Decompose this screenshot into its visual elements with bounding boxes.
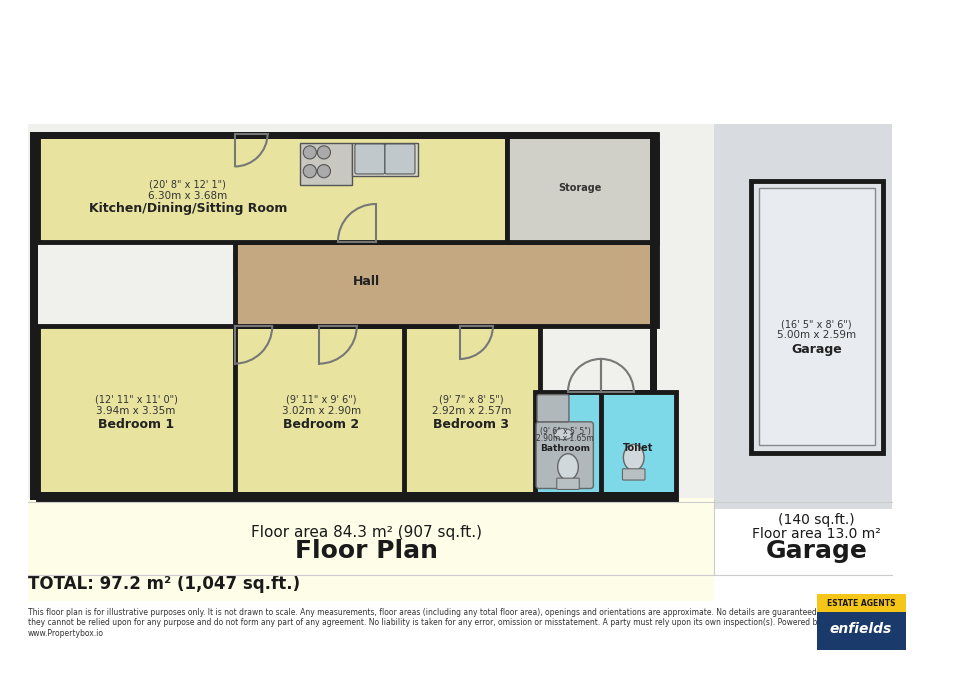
Text: (9' 7" x 8' 5"): (9' 7" x 8' 5") [439, 395, 504, 404]
Text: Garage: Garage [765, 539, 867, 563]
Text: (16' 5" x 8' 6"): (16' 5" x 8' 6") [781, 319, 853, 329]
Text: (20' 8" x 12' 1"): (20' 8" x 12' 1") [149, 179, 226, 189]
Text: Bedroom 3: Bedroom 3 [433, 418, 510, 431]
Bar [713, 124, 892, 509]
Ellipse shape [554, 428, 572, 440]
Bar [507, 143, 658, 242]
Text: Floor area 13.0 m²: Floor area 13.0 m² [753, 527, 881, 540]
Text: enfields: enfields [248, 286, 485, 338]
Text: (12' 11" x 11' 0"): (12' 11" x 11' 0") [95, 395, 177, 404]
Text: Storage: Storage [559, 183, 602, 193]
Text: Toilet: Toilet [623, 443, 654, 453]
Circle shape [318, 164, 330, 177]
Bar [535, 392, 648, 500]
Text: enfields: enfields [830, 622, 892, 636]
Circle shape [318, 146, 330, 159]
Bar [816, 594, 906, 612]
Text: ESTATE AGENTS: ESTATE AGENTS [230, 251, 502, 279]
Text: (9' 11" x 9' 6"): (9' 11" x 9' 6") [286, 395, 357, 404]
FancyBboxPatch shape [537, 395, 569, 422]
Text: Garage: Garage [792, 343, 842, 356]
FancyBboxPatch shape [355, 144, 385, 174]
Bar [235, 326, 409, 500]
FancyBboxPatch shape [622, 469, 645, 480]
Circle shape [303, 164, 317, 177]
FancyBboxPatch shape [557, 478, 579, 489]
Bar [816, 594, 906, 650]
Bar [751, 181, 883, 453]
Bar [30, 132, 37, 500]
Bar [650, 132, 658, 392]
Text: 6.30m x 3.68m: 6.30m x 3.68m [148, 190, 227, 201]
Bar [30, 132, 658, 139]
Text: Hall: Hall [353, 275, 379, 288]
Bar [37, 134, 507, 242]
Bar [404, 326, 540, 500]
Bar [759, 188, 875, 445]
Bar [601, 392, 676, 500]
Text: (140 sq.ft.): (140 sq.ft.) [778, 514, 856, 527]
Circle shape [303, 146, 317, 159]
Text: ESTATE AGENTS: ESTATE AGENTS [827, 599, 895, 608]
Text: (9' 6" x 5' 5"): (9' 6" x 5' 5") [540, 427, 591, 436]
Bar [28, 124, 713, 509]
Bar [235, 242, 658, 326]
Bar [352, 143, 417, 176]
Text: Kitchen/Dining/Sitting Room: Kitchen/Dining/Sitting Room [88, 202, 287, 215]
Text: Bedroom 2: Bedroom 2 [283, 418, 359, 431]
Text: 2.92m x 2.57m: 2.92m x 2.57m [431, 406, 511, 416]
Text: 3.94m x 3.35m: 3.94m x 3.35m [96, 406, 175, 416]
Text: TOTAL: 97.2 m² (1,047 sq.ft.): TOTAL: 97.2 m² (1,047 sq.ft.) [28, 575, 300, 593]
Text: 3.02m x 2.90m: 3.02m x 2.90m [281, 406, 361, 416]
FancyBboxPatch shape [385, 144, 415, 174]
Bar [37, 326, 239, 500]
Text: This floor plan is for illustrative purposes only. It is not drawn to scale. Any: This floor plan is for illustrative purp… [28, 608, 822, 638]
Text: Bedroom 1: Bedroom 1 [98, 418, 174, 431]
Bar [301, 143, 352, 185]
FancyBboxPatch shape [536, 422, 593, 488]
Text: Bathroom: Bathroom [540, 444, 590, 453]
Text: 5.00m x 2.59m: 5.00m x 2.59m [777, 330, 857, 340]
Bar [30, 493, 676, 500]
Text: 2.90m x 1.65m: 2.90m x 1.65m [536, 434, 594, 443]
Text: Floor Plan: Floor Plan [295, 539, 438, 563]
Ellipse shape [558, 453, 578, 480]
Ellipse shape [623, 445, 644, 471]
Bar [507, 134, 658, 242]
Bar [28, 498, 713, 601]
Text: Floor area 84.3 m² (907 sq.ft.): Floor area 84.3 m² (907 sq.ft.) [251, 525, 481, 540]
